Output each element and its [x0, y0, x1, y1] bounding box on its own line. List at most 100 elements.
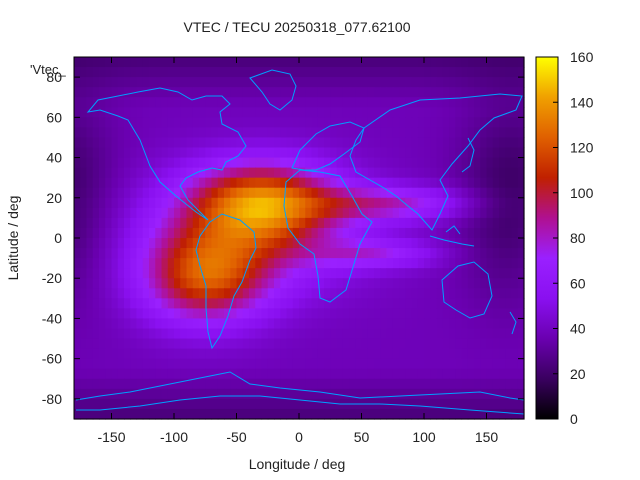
- heatmap-cell: [155, 328, 163, 340]
- heatmap-cell: [136, 67, 144, 78]
- heatmap-cell: [249, 227, 256, 239]
- heatmap-cell: [436, 87, 444, 98]
- heatmap-cell: [486, 217, 494, 229]
- heatmap-cell: [261, 167, 269, 179]
- heatmap-cell: [517, 318, 525, 330]
- heatmap-cell: [467, 258, 475, 269]
- heatmap-cell: [74, 127, 81, 139]
- heatmap-cell: [124, 147, 131, 159]
- heatmap-cell: [511, 87, 519, 98]
- heatmap-cell: [342, 348, 350, 360]
- heatmap-cell: [92, 217, 100, 229]
- heatmap-cell: [467, 207, 475, 219]
- heatmap-cell: [255, 258, 263, 269]
- heatmap-cell: [236, 87, 244, 98]
- heatmap-cell: [199, 67, 206, 78]
- heatmap-cell: [492, 217, 500, 229]
- heatmap-cell: [174, 398, 181, 410]
- heatmap-cell: [492, 378, 500, 390]
- heatmap-cell: [286, 117, 294, 128]
- heatmap-cell: [111, 408, 119, 420]
- heatmap-cell: [492, 157, 500, 169]
- heatmap-cell: [417, 227, 425, 239]
- heatmap-cell: [199, 57, 206, 68]
- heatmap-cell: [186, 147, 194, 159]
- heatmap-cell: [155, 77, 163, 88]
- heatmap-cell: [411, 378, 419, 390]
- heatmap-cell: [355, 338, 363, 350]
- heatmap-cell: [286, 338, 294, 350]
- heatmap-cell: [449, 318, 456, 330]
- heatmap-cell: [111, 177, 119, 189]
- heatmap-cell: [349, 107, 356, 118]
- heatmap-cell: [74, 157, 81, 169]
- heatmap-cell: [330, 137, 338, 149]
- heatmap-cell: [430, 57, 438, 68]
- heatmap-cell: [474, 238, 481, 249]
- heatmap-cell: [467, 328, 475, 340]
- heatmap-cell: [355, 268, 363, 279]
- heatmap-cell: [505, 97, 513, 108]
- heatmap-cell: [342, 308, 350, 320]
- heatmap-cell: [155, 177, 163, 189]
- heatmap-cell: [211, 248, 219, 259]
- heatmap-cell: [80, 388, 88, 400]
- heatmap-cell: [217, 167, 225, 179]
- heatmap-cell: [186, 248, 194, 259]
- heatmap-cell: [399, 167, 406, 179]
- heatmap-cell: [230, 147, 238, 159]
- heatmap-cell: [324, 238, 331, 249]
- heatmap-cell: [92, 238, 100, 249]
- coastline-south-america: [195, 213, 257, 350]
- heatmap-cell: [467, 408, 475, 420]
- heatmap-cell: [424, 278, 431, 289]
- heatmap-cell: [249, 87, 256, 98]
- heatmap-cell: [411, 358, 419, 370]
- heatmap-cell: [92, 87, 100, 98]
- heatmap-cell: [186, 197, 194, 209]
- series-label: 'Vtec_: [30, 62, 66, 77]
- heatmap-cell: [280, 137, 288, 149]
- heatmap-cell: [417, 298, 425, 309]
- heatmap-cell: [449, 358, 456, 370]
- heatmap-cell: [161, 248, 169, 259]
- heatmap-cell: [292, 368, 300, 380]
- heatmap-cell: [449, 238, 456, 249]
- heatmap-cell: [330, 97, 338, 108]
- heatmap-cell: [124, 117, 131, 128]
- heatmap-cell: [517, 348, 525, 360]
- heatmap-cell: [411, 318, 419, 330]
- heatmap-cell: [142, 318, 150, 330]
- heatmap-cell: [274, 167, 281, 179]
- heatmap-cell: [86, 217, 94, 229]
- heatmap-cell: [274, 328, 281, 340]
- heatmap-cell: [274, 408, 281, 420]
- heatmap-cell: [449, 398, 456, 410]
- heatmap-cell: [299, 278, 306, 289]
- heatmap-cell: [367, 127, 375, 139]
- heatmap-cell: [205, 177, 213, 189]
- heatmap-cell: [267, 127, 275, 139]
- heatmap-cell: [430, 398, 438, 410]
- heatmap-cell: [511, 97, 519, 108]
- heatmap-cell: [342, 288, 350, 299]
- heatmap-cell: [292, 388, 300, 400]
- heatmap-cell: [436, 268, 444, 279]
- heatmap-cell: [436, 77, 444, 88]
- heatmap-cell: [174, 97, 181, 108]
- heatmap-cell: [349, 127, 356, 139]
- heatmap-cell: [174, 227, 181, 239]
- heatmap-cell: [355, 67, 363, 78]
- heatmap-cell: [286, 348, 294, 360]
- coastline-japan: [461, 137, 475, 173]
- heatmap-cell: [455, 308, 463, 320]
- heatmap-cell: [192, 318, 200, 330]
- heatmap-cell: [80, 398, 88, 410]
- heatmap-cell: [480, 117, 488, 128]
- heatmap-cell: [424, 268, 431, 279]
- heatmap-cell: [392, 258, 400, 269]
- heatmap-cell: [480, 207, 488, 219]
- heatmap-cell: [74, 227, 81, 239]
- heatmap-cell: [324, 298, 331, 309]
